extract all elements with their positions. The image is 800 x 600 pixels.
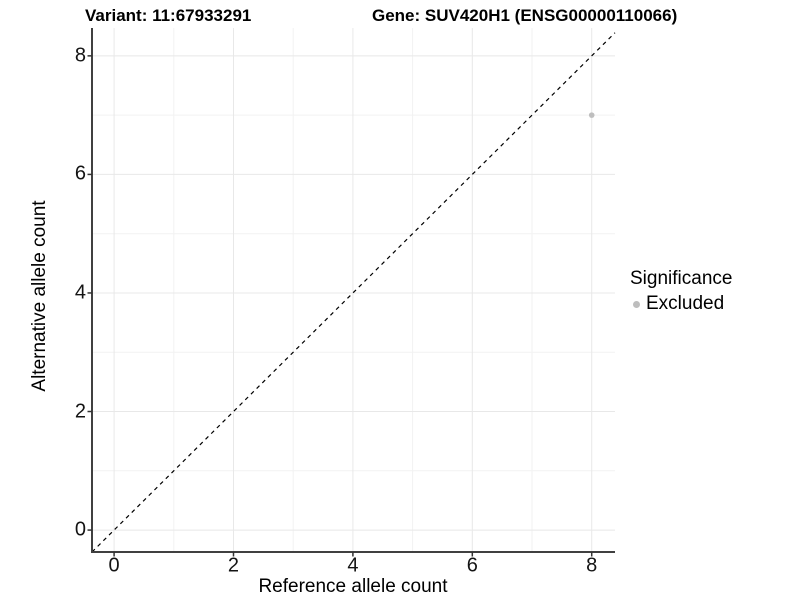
y-tick-label: 0 — [74, 518, 86, 541]
x-axis-title: Reference allele count — [258, 576, 448, 597]
variant-title: Variant: 11:67933291 — [85, 6, 252, 25]
identity-line — [91, 32, 616, 553]
legend-entry-label: Excluded — [646, 293, 725, 314]
x-tick-label: 4 — [347, 554, 359, 577]
gene-title: Gene: SUV420H1 (ENSG00000110066) — [372, 6, 678, 25]
x-tick-label: 2 — [227, 554, 240, 577]
x-tick-label: 0 — [108, 554, 120, 577]
y-tick-label: 8 — [74, 44, 86, 67]
legend-title: Significance — [630, 268, 733, 289]
x-tick-label: 8 — [586, 554, 598, 577]
y-axis-title: Alternative allele count — [29, 200, 50, 392]
y-tick-label: 6 — [74, 162, 86, 185]
legend: Significance Excluded — [630, 268, 732, 315]
y-tick-label: 4 — [74, 281, 86, 304]
y-tick-label: 2 — [74, 400, 86, 423]
legend-entry-excluded: Excluded — [630, 293, 732, 315]
data-point — [588, 112, 595, 118]
excluded-point-icon — [633, 300, 640, 308]
x-tick-label: 6 — [466, 554, 478, 577]
